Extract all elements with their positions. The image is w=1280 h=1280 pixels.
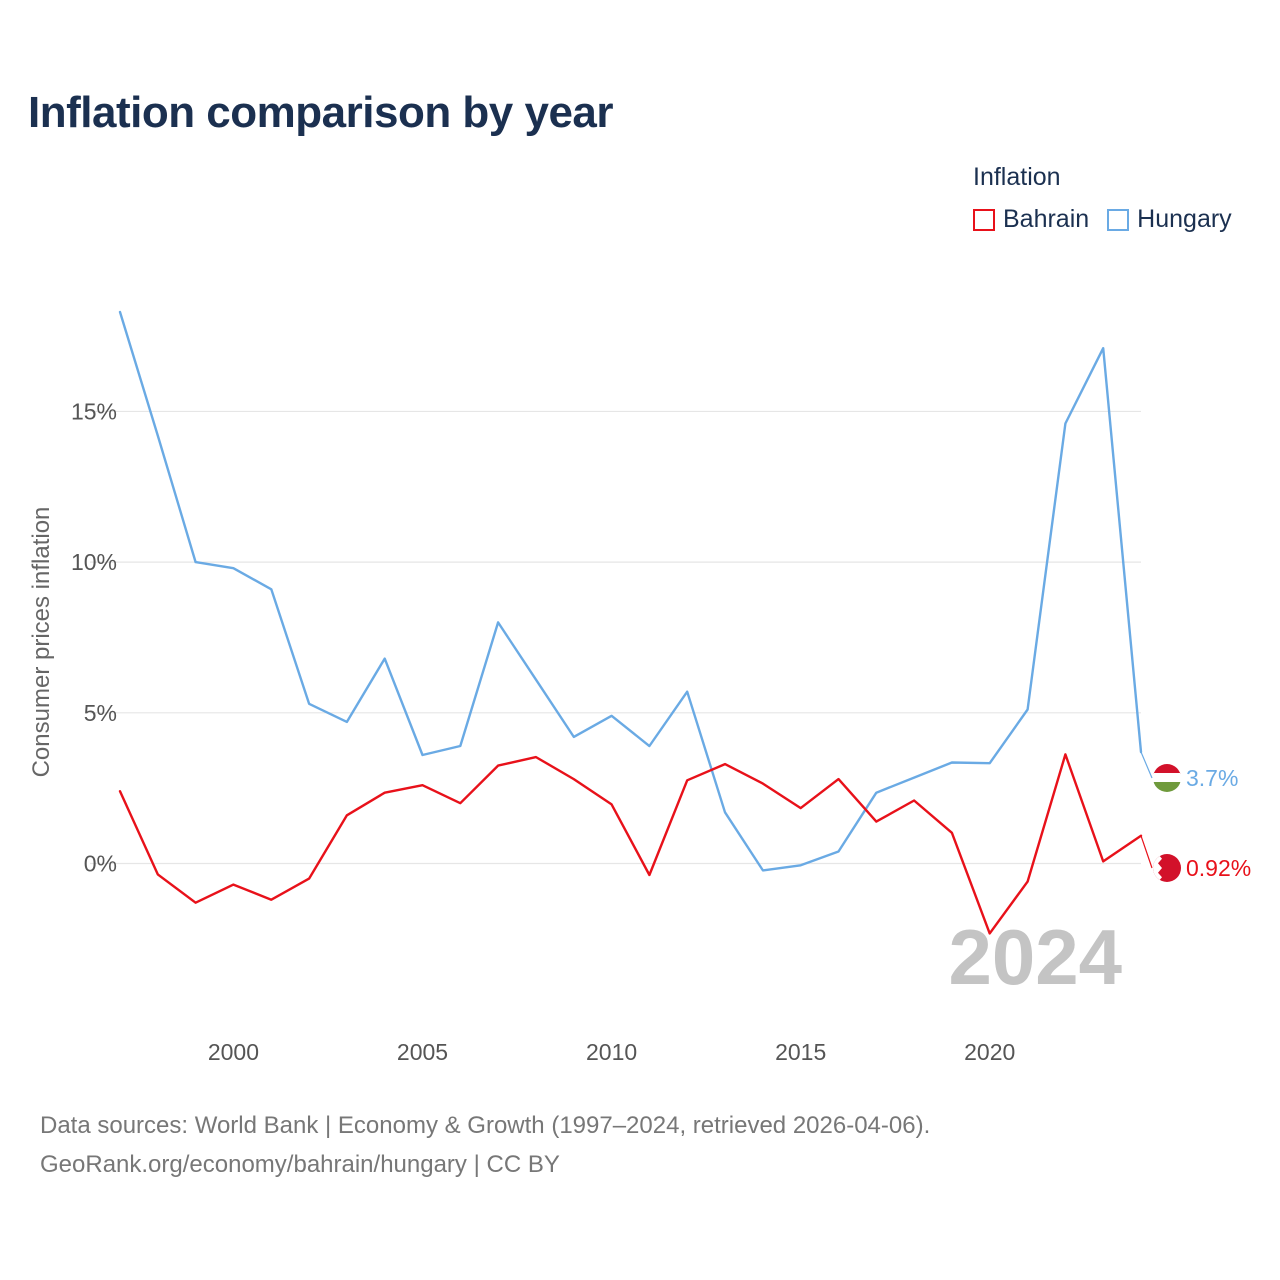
end-connector-bahrain [1140,835,1153,869]
x-tick-label: 2005 [397,1039,448,1065]
x-tick-label: 2000 [208,1039,259,1065]
series-line-hungary[interactable] [118,310,1143,872]
legend-swatch-hungary [1107,208,1130,231]
legend-item-bahrain[interactable]: Bahrain [973,205,1089,234]
end-label-bahrain: 0.92% [1186,855,1251,881]
legend-label-hungary: Hungary [1137,205,1232,233]
year-watermark: 2024 [948,913,1122,1001]
legend-item-hungary[interactable]: Hungary [1107,205,1232,234]
x-tick-label: 2015 [775,1039,826,1065]
y-tick-label: 10% [71,549,117,575]
x-axis-ticks: 2000 2005 2010 2015 2020 [208,1039,1015,1065]
footer-sources: Data sources: World Bank | Economy & Gro… [40,1112,931,1139]
footer-link[interactable]: GeoRank.org/economy/bahrain/hungary | CC… [40,1151,560,1178]
hungary-flag-icon [1153,764,1181,792]
y-axis-ticks: 0% 5% 10% 15% [71,398,117,876]
series-line-bahrain[interactable] [118,753,1143,935]
bahrain-flag-icon [1153,854,1181,882]
end-label-hungary: 3.7% [1186,765,1238,791]
grid [90,410,1141,865]
end-labels: 3.7% 0.92% [1140,751,1251,881]
legend: Bahrain Hungary [973,205,1250,234]
footer: Data sources: World Bank | Economy & Gro… [40,1106,930,1184]
y-tick-label: 15% [71,398,117,424]
y-tick-label: 0% [84,851,117,877]
x-tick-label: 2010 [586,1039,637,1065]
end-connector-hungary [1140,751,1153,779]
legend-title: Inflation [973,163,1061,191]
legend-swatch-bahrain [973,208,995,231]
end-markers [1153,764,1181,882]
legend-label-bahrain: Bahrain [1003,205,1090,233]
y-tick-label: 5% [84,700,117,726]
series-lines [118,310,1143,935]
x-tick-label: 2020 [964,1039,1015,1065]
chart-title: Inflation comparison by year [28,88,614,137]
